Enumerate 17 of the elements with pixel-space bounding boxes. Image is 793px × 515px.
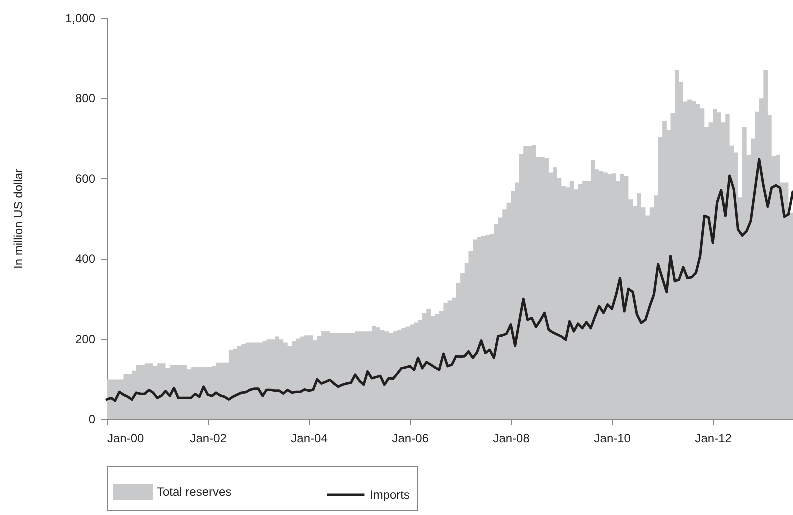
x-tick-label: Jan-10: [594, 432, 632, 446]
x-tick-label: Jan-00: [108, 432, 145, 446]
x-tick-label: Jan-06: [392, 432, 430, 446]
y-tick-label: 200: [75, 332, 96, 346]
y-tick-label: 0: [88, 412, 96, 426]
line-series: [106, 158, 793, 402]
legend-label: Total reserves: [157, 485, 232, 500]
y-tick-label: 400: [75, 252, 96, 266]
legend-label: Imports: [370, 488, 410, 502]
y-tick-label: 600: [75, 172, 96, 186]
y-axis-title: In million US dollar: [11, 168, 26, 270]
y-tick-label: 1,000: [65, 12, 96, 26]
x-tick-label: Jan-02: [190, 432, 228, 446]
y-tick-label: 800: [75, 92, 96, 106]
x-tick-label: Jan-04: [291, 432, 328, 446]
x-tick-label: Jan-12: [695, 432, 732, 446]
x-tick-label: Jan-08: [493, 432, 530, 446]
